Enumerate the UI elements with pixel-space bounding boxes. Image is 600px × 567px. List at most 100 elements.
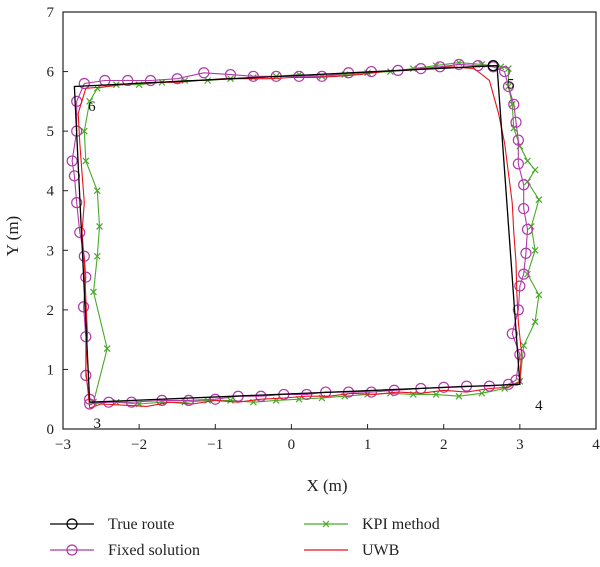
corner-label: 3: [94, 416, 102, 432]
data-point: [183, 394, 195, 407]
data-point: [171, 73, 183, 85]
x-axis-title: X (m): [306, 476, 347, 495]
data-point: [531, 246, 539, 254]
data-point: [510, 116, 522, 128]
data-point: [510, 124, 518, 132]
data-point: [535, 196, 543, 204]
x-tick-label: −3: [55, 437, 71, 453]
data-point: [364, 69, 371, 77]
legend-label: True route: [108, 516, 175, 533]
data-point: [71, 197, 83, 209]
data-point: [524, 270, 531, 278]
x-tick-label: 4: [592, 437, 600, 453]
corner-label: 5: [507, 76, 515, 92]
data-point: [506, 328, 518, 340]
legend-swatch-marker: [66, 544, 78, 556]
data-point: [501, 385, 509, 392]
data-point: [90, 288, 97, 296]
data-point: [93, 252, 101, 260]
data-point: [531, 166, 539, 174]
legend-label: KPI method: [362, 516, 440, 533]
y-tick-label: 7: [47, 5, 55, 21]
data-point: [514, 280, 526, 292]
x-tick-label: 0: [288, 437, 296, 453]
data-point: [209, 393, 221, 405]
data-point: [478, 389, 486, 397]
data-point: [198, 67, 210, 79]
data-point: [247, 70, 259, 82]
y-tick-label: 0: [47, 422, 55, 438]
data-point: [518, 179, 530, 191]
data-point: [535, 291, 543, 299]
data-point: [68, 170, 81, 182]
legend-item-fixed-solution: Fixed solution: [50, 542, 200, 559]
data-point: [255, 390, 267, 402]
data-point: [365, 386, 377, 398]
data-point: [80, 127, 88, 135]
data-point: [487, 60, 499, 72]
data-point: [518, 268, 530, 280]
legend-label: Fixed solution: [108, 542, 200, 559]
x-tick-label: −1: [207, 437, 223, 453]
legend-item-true-route: True route: [50, 516, 175, 533]
series-line: [83, 62, 540, 405]
data-point: [453, 58, 465, 71]
data-point: [472, 60, 484, 72]
data-point: [293, 70, 305, 82]
data-point: [409, 65, 417, 73]
data-point: [508, 98, 520, 110]
x-tick-label: 3: [516, 437, 524, 453]
data-point: [521, 223, 534, 236]
axes: −3 −2 −1 0 1 2 3 4 0 1 2 3 4 5 6 7: [47, 5, 600, 453]
legend-swatch-marker: [322, 520, 330, 528]
x-tick-label: −2: [131, 437, 147, 453]
data-point: [66, 155, 78, 167]
data-point: [512, 134, 524, 146]
series-line: [73, 64, 521, 403]
data-point: [224, 68, 237, 81]
data-point: [122, 74, 134, 87]
data-point: [103, 345, 111, 353]
data-point: [93, 84, 101, 92]
data-point: [156, 394, 168, 407]
plot-area: 3 4 5 6: [66, 58, 543, 432]
data-point: [514, 348, 526, 361]
series-kpi-method: [80, 59, 543, 408]
data-point: [74, 226, 86, 239]
data-point: [510, 374, 522, 386]
corner-label: 6: [88, 99, 96, 115]
x-tick-label: 1: [364, 437, 372, 453]
legend-swatch-marker: [66, 518, 78, 530]
series-fixed-solution: [66, 58, 534, 410]
data-point: [455, 392, 463, 400]
data-point: [144, 74, 157, 87]
data-point: [524, 157, 531, 165]
series-true-route: [73, 60, 521, 403]
legend-item-uwb: UWB: [304, 542, 399, 559]
x-tick-label: 2: [440, 437, 448, 453]
y-tick-label: 4: [47, 184, 55, 200]
data-point: [80, 271, 92, 283]
data-point: [227, 396, 234, 404]
data-point: [86, 97, 94, 105]
data-point: [520, 342, 528, 350]
legend-item-kpi-method: KPI method: [304, 516, 440, 533]
y-tick-label: 2: [47, 303, 55, 319]
series-line: [77, 66, 522, 409]
data-point: [125, 396, 138, 408]
data-point: [93, 187, 101, 195]
y-tick-label: 3: [47, 243, 55, 259]
y-axis-title: Y (m): [3, 216, 22, 256]
legend-label: UWB: [362, 542, 399, 559]
y-tick-label: 5: [47, 124, 55, 140]
data-point: [78, 77, 90, 90]
data-point: [96, 223, 103, 230]
data-point: [499, 65, 511, 78]
data-point: [502, 80, 515, 93]
data-point: [82, 157, 90, 165]
plot-frame: [62, 11, 597, 430]
data-point: [520, 247, 532, 259]
data-point: [301, 388, 313, 401]
series-line: [71, 63, 529, 405]
